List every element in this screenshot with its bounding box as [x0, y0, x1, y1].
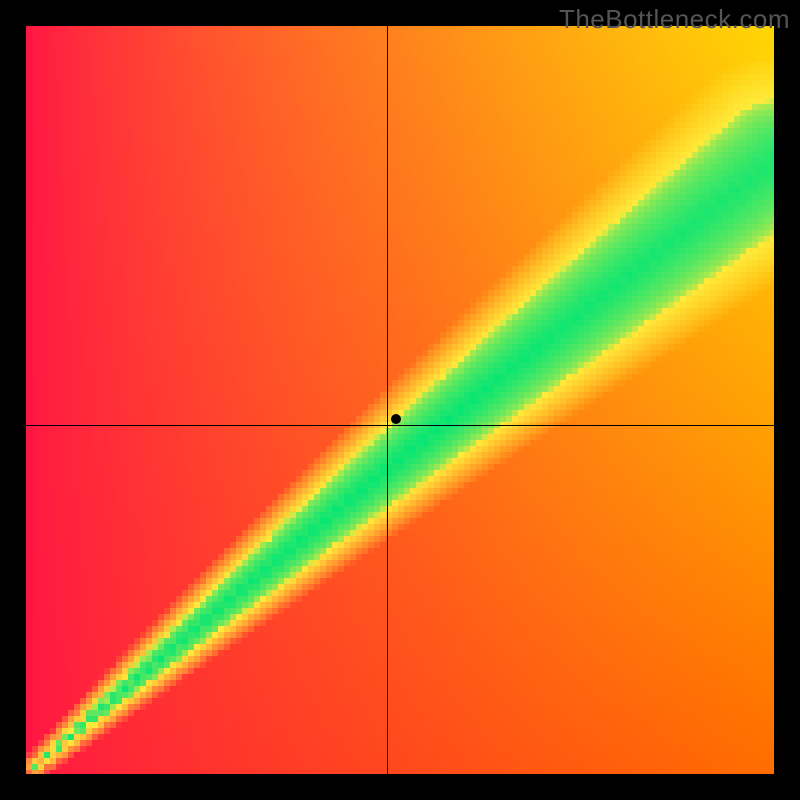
crosshair-vertical — [387, 26, 388, 774]
crosshair-horizontal — [26, 425, 774, 426]
watermark-text: TheBottleneck.com — [559, 4, 790, 35]
chart-container: TheBottleneck.com — [0, 0, 800, 800]
data-point-marker — [391, 414, 401, 424]
bottleneck-heatmap — [0, 0, 800, 800]
